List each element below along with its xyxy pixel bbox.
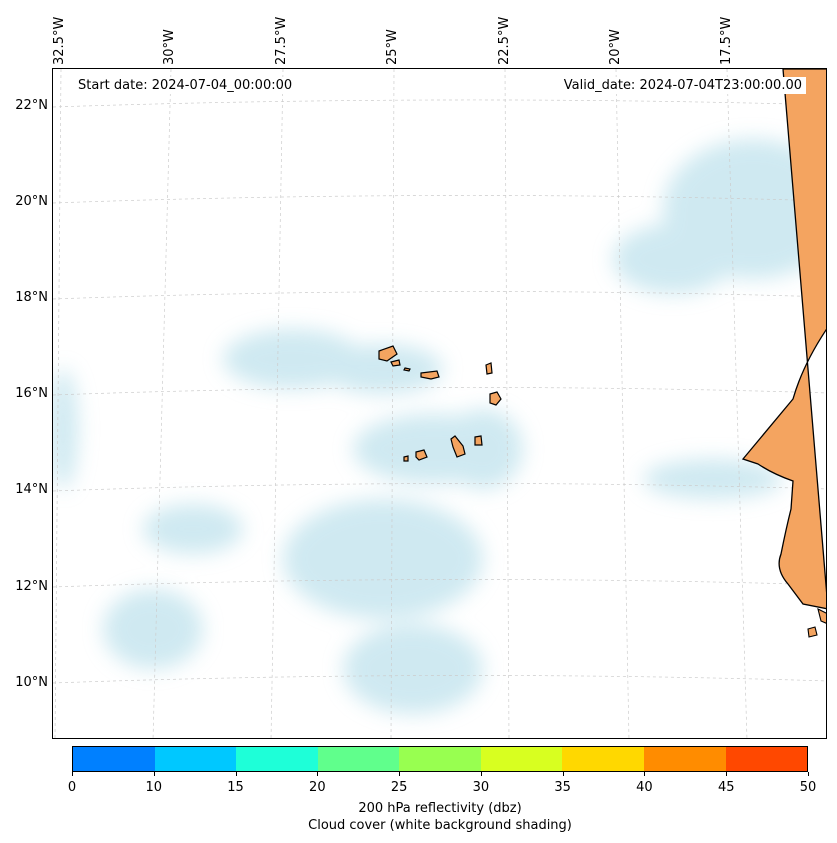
- colorbar-segment: [399, 747, 481, 771]
- colorbar-segment: [236, 747, 318, 771]
- map-panel: Start date: 2024-07-04_00:00:00 Valid_da…: [52, 68, 827, 739]
- colorbar-tick: [644, 772, 646, 776]
- map-canvas: [53, 69, 826, 738]
- longitude-label: 32.5°W: [52, 16, 67, 65]
- graticule: [53, 69, 826, 738]
- longitude-label: 17.5°W: [719, 16, 734, 65]
- latitude-label: 16°N: [15, 386, 48, 401]
- colorbar-tick: [235, 772, 237, 776]
- colorbar-tick-label: 10: [145, 780, 163, 795]
- longitude-label: 25°W: [385, 29, 400, 65]
- cape-verde-islands: [378, 345, 502, 462]
- longitude-label: 30°W: [162, 29, 177, 65]
- colorbar-segment: [73, 747, 155, 771]
- valid-date-label: Valid_date: 2024-07-04T23:00:00.00: [559, 77, 806, 94]
- colorbar-segment: [643, 747, 726, 771]
- latitude-label: 20°N: [15, 194, 48, 209]
- latitude-label: 12°N: [15, 579, 48, 594]
- colorbar-tick: [726, 772, 728, 776]
- colorbar-segment: [725, 747, 808, 771]
- colorbar-tick-label: 35: [554, 780, 571, 795]
- colorbar-tick: [562, 772, 564, 776]
- colorbar-tick-label: 0: [67, 780, 77, 795]
- colorbar-tick: [480, 772, 482, 776]
- colorbar-label: 200 hPa reflectivity (dbz): [358, 801, 522, 816]
- colorbar-segment: [562, 747, 644, 771]
- colorbar-tick: [808, 772, 809, 776]
- coast-islets: [807, 607, 826, 638]
- colorbar-tick: [399, 772, 401, 776]
- colorbar-tick-label: 30: [472, 780, 490, 795]
- colorbar-segment: [480, 747, 563, 771]
- colorbar-segment: [317, 747, 400, 771]
- colorbar-tick-label: 15: [227, 780, 244, 795]
- latitude-label: 22°N: [15, 98, 48, 113]
- longitude-label: 20°W: [608, 29, 623, 65]
- longitude-label: 22.5°W: [497, 16, 512, 65]
- colorbar-tick-label: 50: [799, 780, 817, 795]
- colorbar-tick: [317, 772, 319, 776]
- latitude-label: 10°N: [15, 675, 48, 690]
- latitude-label: 18°N: [15, 290, 48, 305]
- colorbar-tick: [72, 772, 73, 776]
- colorbar-tick-label: 25: [390, 780, 408, 795]
- colorbar-sublabel: Cloud cover (white background shading): [308, 818, 572, 833]
- colorbar-tick: [153, 772, 155, 776]
- longitude-label: 27.5°W: [274, 16, 289, 65]
- colorbar-tick-label: 40: [636, 780, 653, 795]
- africa-coast: [741, 69, 826, 610]
- colorbar-tick-label: 45: [717, 780, 735, 795]
- colorbar-tick-label: 20: [309, 780, 326, 795]
- cloud-cover-shading: [53, 139, 826, 714]
- start-date-label: Start date: 2024-07-04_00:00:00: [74, 77, 297, 94]
- colorbar-segment: [154, 747, 237, 771]
- reflectivity-colorbar: [72, 746, 808, 772]
- latitude-label: 14°N: [15, 482, 48, 497]
